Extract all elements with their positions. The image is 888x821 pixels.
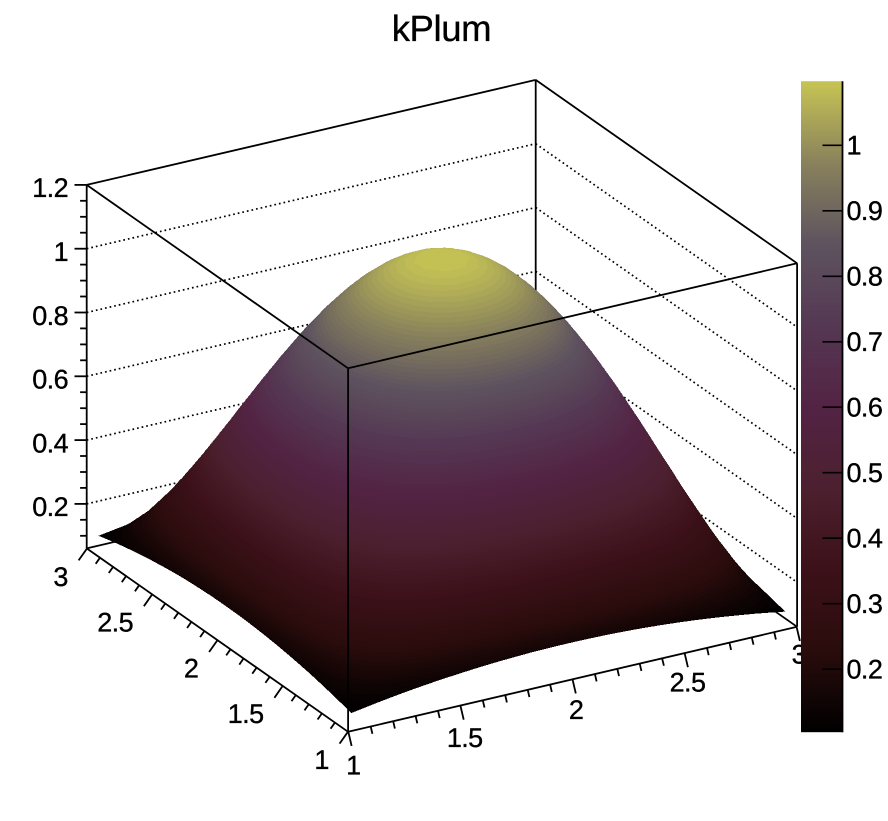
svg-text:0.4: 0.4 — [32, 428, 68, 458]
svg-text:1: 1 — [54, 237, 68, 267]
svg-text:0.6: 0.6 — [847, 393, 883, 423]
svg-text:2.5: 2.5 — [670, 667, 706, 697]
svg-text:0.6: 0.6 — [32, 365, 68, 395]
svg-text:1: 1 — [847, 131, 861, 161]
svg-text:0.8: 0.8 — [847, 262, 883, 292]
svg-text:1.2: 1.2 — [32, 173, 68, 203]
svg-text:2.5: 2.5 — [97, 608, 133, 638]
svg-text:1: 1 — [346, 751, 360, 781]
svg-text:1.5: 1.5 — [447, 723, 483, 753]
svg-text:0.8: 0.8 — [32, 301, 68, 331]
svg-text:2: 2 — [184, 653, 198, 683]
svg-text:0.2: 0.2 — [32, 492, 68, 522]
svg-text:2: 2 — [569, 695, 583, 725]
svg-text:0.7: 0.7 — [847, 327, 883, 357]
svg-text:0.4: 0.4 — [847, 524, 883, 554]
svg-text:1.5: 1.5 — [228, 699, 264, 729]
svg-text:0.2: 0.2 — [847, 655, 883, 685]
svg-text:0.9: 0.9 — [847, 196, 883, 226]
svg-text:3: 3 — [53, 562, 67, 592]
svg-text:kPlum: kPlum — [392, 8, 491, 49]
svg-text:1: 1 — [314, 745, 328, 775]
svg-text:0.3: 0.3 — [847, 589, 883, 619]
svg-text:0.5: 0.5 — [847, 458, 883, 488]
